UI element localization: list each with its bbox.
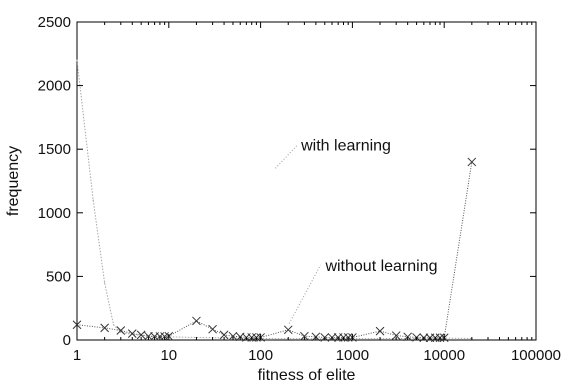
data-point-without-learning [127,329,137,338]
x-axis-title: fitness of elite [258,367,356,384]
annotation-leader-without-learning [288,264,322,324]
data-point-without-learning [403,332,413,342]
data-point-with-learning [92,199,94,201]
data-point-without-learning [311,332,321,342]
y-tick-label: 0 [63,332,71,349]
data-point-with-learning [104,282,106,284]
y-axis-title: frequency [5,146,22,216]
y-tick-label: 2500 [38,14,71,31]
y-tick-label: 2000 [38,78,71,95]
data-point-without-learning [283,325,293,335]
y-tick-label: 1000 [38,205,71,222]
data-point-without-learning [391,331,401,340]
x-tick-label: 100 [248,347,273,364]
data-point-with-learning [112,324,115,326]
data-point-without-learning [192,316,201,326]
y-axis: 0 500 1000 1500 2000 2500 [38,14,536,349]
x-axis: 1 10 100 1000 10000 100000 [73,22,561,364]
data-point-without-learning [160,332,169,341]
data-point-with-learning [120,331,122,333]
x-tick-label: 1000 [336,347,369,364]
plot-frame [76,21,537,341]
x-tick-label: 1 [73,347,81,364]
data-point-without-learning [72,320,82,330]
data-point-without-learning [300,331,309,341]
annotation-with-learning: with learning [300,137,391,154]
data-point-without-learning [219,330,229,340]
plot-area: with learning without learning [72,21,537,343]
x-tick-label: 10000 [423,347,465,364]
data-point-without-learning [467,157,477,167]
data-point-without-learning [100,323,109,333]
y-tick-label: 1500 [38,141,71,158]
series-line-without-learning [76,161,473,339]
data-point-without-learning [208,324,217,334]
x-tick-label: 10 [160,347,177,364]
annotation-layer: with learning without learning [275,137,438,324]
data-point-without-learning [228,331,238,341]
series-line-with-learning [76,60,472,340]
annotation-without-learning: without learning [324,258,437,275]
data-point-without-learning [136,330,146,340]
data-point-with-learning [76,59,78,61]
annotation-leader-with-learning [275,145,298,169]
data-point-without-learning [375,326,385,336]
y-tick-label: 500 [46,268,71,285]
x-tick-label: 100000 [511,347,561,364]
data-point-without-learning [116,326,126,335]
series-layer [72,59,477,343]
